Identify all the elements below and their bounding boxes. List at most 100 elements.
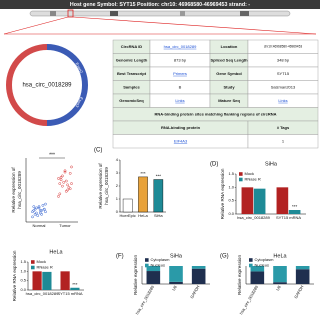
- data-point: [37, 206, 41, 210]
- table-text: Location: [221, 44, 238, 49]
- table-text: SYT15: [277, 71, 290, 76]
- y-axis-label: Relative RNA expression: [220, 168, 225, 219]
- circ-ring-exon: [6, 44, 48, 126]
- significance: ***: [140, 171, 146, 176]
- locus-marker: [67, 9, 74, 18]
- y-tick-label: 1.5: [228, 171, 234, 176]
- circ-ring-exon: [46, 44, 88, 126]
- data-point: [70, 182, 73, 185]
- table-text: Study: [223, 84, 235, 89]
- data-point: [57, 195, 60, 198]
- header-bar: [0, 0, 320, 9]
- y-tick-label: 0.5: [228, 198, 234, 203]
- bar-segment: [169, 281, 183, 284]
- bar-segment: [273, 282, 287, 284]
- panel-label: (F): [116, 254, 124, 260]
- y-axis-label: Relative RNA expression: [12, 250, 17, 301]
- data-point: [42, 207, 46, 211]
- table-text: Gene Symbol: [216, 71, 242, 76]
- x-tick-label: hsa_circ_0018289: [26, 291, 59, 296]
- y-tick-label: 4: [116, 157, 119, 162]
- table-text: Mature Seq: [218, 98, 240, 103]
- legend-label: Cytoplasm: [255, 257, 275, 262]
- table-text: CircRNA ID: [121, 44, 143, 49]
- data-point: [33, 212, 37, 216]
- data-point: [58, 182, 62, 185]
- bar: [32, 271, 42, 290]
- data-point: [59, 175, 63, 179]
- table-text: hsa_circ_0018289: [164, 44, 197, 49]
- panel-label: (C): [94, 148, 102, 154]
- chart-title: SiHa: [265, 161, 278, 167]
- table-text: RNA-binding protein: [161, 125, 201, 130]
- chromosome-ideogram: [29, 10, 291, 17]
- data-point: [38, 209, 42, 212]
- significance: ***: [292, 204, 298, 209]
- data-point: [58, 192, 62, 196]
- exon-label: Exon2: [75, 62, 85, 75]
- data-point: [35, 211, 38, 215]
- y-tick-label: 2: [116, 183, 119, 188]
- y-tick-label: 1.0: [228, 184, 234, 189]
- data-point: [64, 179, 68, 183]
- y-tick-label: 1.0: [20, 268, 26, 273]
- x-tick-label: U6: [171, 284, 178, 292]
- data-point: [63, 169, 67, 173]
- legend-swatch: [145, 263, 149, 268]
- circ-label: hsa_circ_0018289: [22, 83, 72, 89]
- x-tick-label: GAPDH: [189, 284, 200, 299]
- y-tick-label: 0.0: [228, 211, 234, 216]
- legend-swatch: [145, 258, 149, 262]
- data-point: [68, 187, 72, 191]
- bar: [241, 187, 254, 214]
- bar: [42, 271, 52, 290]
- y-axis-label: hsa_circ_0018289: [17, 171, 22, 209]
- y-tick-label: 3: [116, 170, 119, 175]
- data-point: [59, 178, 63, 182]
- chart-title: HeLa: [49, 249, 63, 255]
- legend-swatch: [31, 260, 35, 264]
- x-tick-label: SYT15 mRNA: [57, 291, 82, 296]
- data-point: [68, 172, 72, 175]
- table-text: GenomicSeq: [119, 98, 144, 103]
- data-point: [38, 211, 42, 215]
- chart-title: HeLa: [273, 253, 287, 259]
- table-cell: [247, 134, 319, 149]
- bar-segment: [191, 266, 206, 269]
- legend-swatch: [249, 258, 253, 262]
- legend-label: RNase R: [245, 177, 261, 182]
- data-point: [66, 188, 69, 192]
- table-text: B: [179, 84, 182, 89]
- y-axis-label: hsa_circ_0018289: [104, 167, 109, 205]
- data-point: [41, 204, 45, 207]
- bar-segment: [250, 271, 265, 284]
- y-tick-label: 1: [116, 196, 119, 201]
- bar: [122, 198, 133, 213]
- x-tick-label: U6: [275, 284, 282, 292]
- data-point: [32, 209, 36, 212]
- y-axis-label: Relative expression: [133, 255, 138, 296]
- panel-label: (D): [210, 162, 218, 168]
- x-tick-label: HcerEpic: [120, 213, 136, 218]
- x-tick-label: Tumor: [59, 223, 71, 228]
- y-axis-label: Relative expression: [237, 255, 242, 296]
- significance: ***: [72, 282, 78, 287]
- x-tick-label: GAPDH: [293, 284, 304, 299]
- legend-swatch: [31, 265, 35, 270]
- table-text: Samples: [123, 84, 140, 89]
- table-text: RNA-binding protein sites matching flank…: [154, 111, 276, 116]
- bar-segment: [191, 268, 206, 284]
- legend-swatch: [239, 172, 243, 176]
- y-tick-label: 0: [116, 209, 119, 214]
- table-text: EIF4A3: [174, 138, 188, 143]
- table-text: 348 bp: [277, 57, 290, 62]
- bar-segment: [295, 266, 310, 270]
- data-point: [37, 205, 41, 208]
- x-tick-label: SYT15 mRNA: [276, 215, 301, 220]
- zoom-line: [72, 16, 317, 35]
- legend-label: Cytoplasm: [151, 257, 171, 262]
- legend-swatch: [239, 177, 243, 182]
- table-text: Links: [278, 98, 287, 103]
- legend-label: Nucleus: [151, 263, 165, 268]
